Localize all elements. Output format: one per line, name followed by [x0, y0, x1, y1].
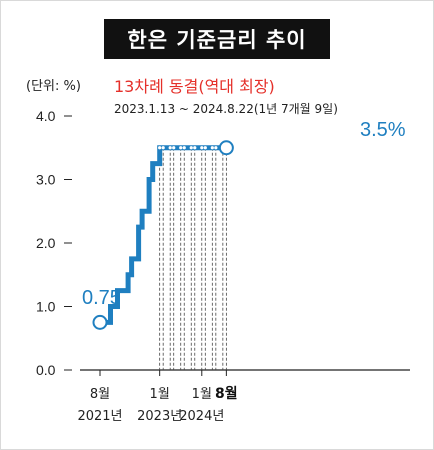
axes: 0.0 1.0 2.0 3.0 4.0 8월 2021년 1월 2023년 1월 2024년 8월	[36, 108, 410, 424]
y-tick-label: 2.0	[36, 235, 56, 251]
freeze-dot	[158, 146, 162, 150]
start-point	[92, 314, 108, 330]
freeze-dot	[172, 146, 176, 150]
y-tick-label: 1.0	[36, 299, 56, 315]
freeze-dot	[203, 146, 207, 150]
x-tick-year: 2023년	[137, 409, 182, 424]
x-tick-year: 2024년	[179, 409, 224, 424]
x-tick-month: 8월	[90, 387, 110, 402]
freeze-dot	[193, 146, 197, 150]
x-tick-year: 2021년	[77, 409, 122, 424]
x-tick-month: 8월	[215, 385, 238, 402]
guide-lines	[159, 147, 227, 370]
chart-title: 한은 기준금리 추이	[104, 19, 330, 59]
unit-label: (단위: %)	[26, 79, 81, 94]
data-points	[92, 140, 234, 330]
freeze-dot	[210, 146, 214, 150]
freeze-dot	[182, 146, 186, 150]
freeze-dot	[179, 146, 183, 150]
freeze-dot	[189, 146, 193, 150]
y-tick-label: 4.0	[36, 108, 56, 124]
start-value-label: 0.75	[82, 287, 121, 309]
x-tick-month: 1월	[192, 387, 212, 402]
freeze-dot	[168, 146, 172, 150]
y-tick-label: 3.0	[36, 172, 56, 188]
freeze-dot	[161, 146, 165, 150]
freeze-dot	[200, 146, 204, 150]
period-note: 2023.1.13 ~ 2024.8.22(1년 7개월 9일)	[114, 102, 338, 116]
end-point	[218, 140, 234, 156]
end-value-label: 3.5%	[360, 119, 406, 141]
chart-subtitle: 13차례 동결(역대 최장)	[114, 77, 275, 96]
x-tick-month: 1월	[150, 387, 170, 402]
y-tick-label: 0.0	[36, 362, 56, 378]
freeze-dot	[214, 146, 218, 150]
